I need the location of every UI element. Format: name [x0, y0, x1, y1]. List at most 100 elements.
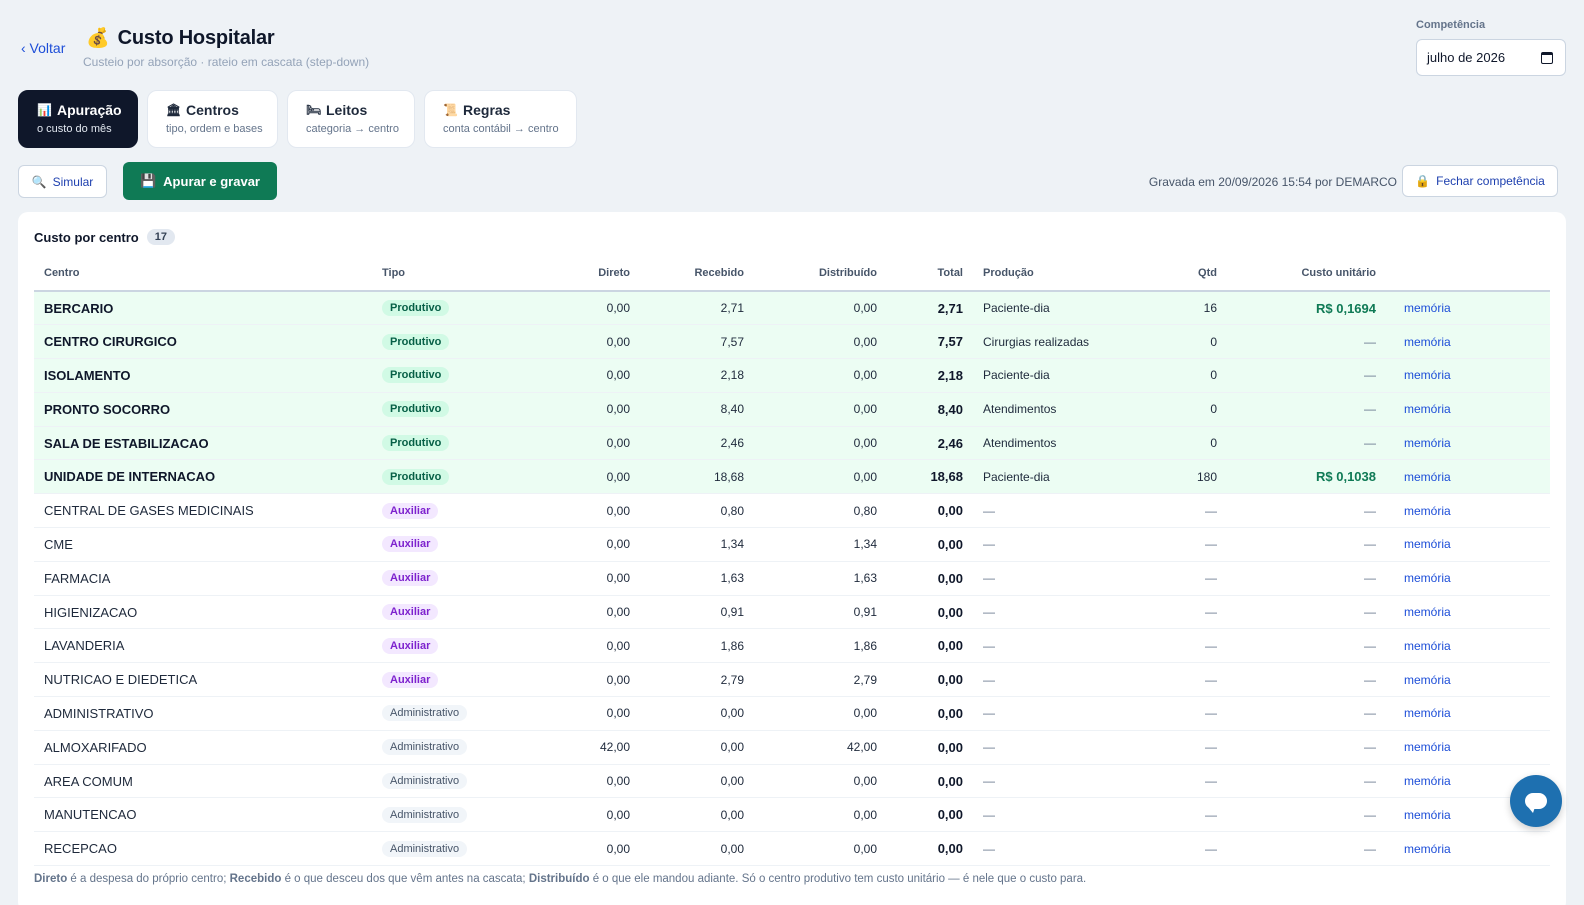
- table-row: HIGIENIZACAO Auxiliar 0,00 0,91 0,91 0,00— — — m…: [34, 595, 1550, 630]
- bar-chart-icon: 📊: [37, 103, 52, 117]
- total-cell: 0,00: [887, 561, 973, 596]
- tab-centros[interactable]: 🏛 Centros tipo, ordem e bases: [147, 90, 278, 148]
- footnote-text: é a despesa do próprio centro;: [67, 873, 230, 885]
- tipo-cell: Administrativo: [372, 764, 502, 799]
- lock-icon: 🔒: [1415, 174, 1431, 188]
- qtd-cell: —: [1143, 527, 1227, 562]
- producao-cell: Paciente-dia: [973, 291, 1143, 326]
- direto-cell: 0,00: [502, 493, 640, 529]
- col-memoria: [1386, 255, 1550, 292]
- col-distribuido[interactable]: Distribuído: [754, 255, 887, 292]
- producao-cell: —: [973, 831, 1143, 867]
- producao-cell: Paciente-dia: [973, 459, 1143, 495]
- qtd-cell: —: [1143, 730, 1227, 765]
- distribuido-cell: 42,00: [754, 730, 887, 765]
- chat-button[interactable]: [1510, 775, 1562, 827]
- col-qtd[interactable]: Qtd: [1143, 255, 1227, 292]
- memoria-link[interactable]: memória: [1404, 436, 1451, 451]
- memoria-cell: memória: [1386, 628, 1550, 664]
- memoria-link[interactable]: memória: [1404, 841, 1451, 856]
- tab-leitos[interactable]: 🛏 Leitos categoria → centro: [287, 90, 415, 148]
- qtd-cell: —: [1143, 831, 1227, 867]
- total-cell: 7,57: [887, 324, 973, 360]
- centro-cell: SALA DE ESTABILIZACAO: [34, 426, 372, 461]
- title-wrap: 💰 Custo Hospitalar: [86, 27, 275, 50]
- col-custo-unitario[interactable]: Custo unitário: [1227, 255, 1386, 292]
- col-direto[interactable]: Direto: [502, 255, 640, 292]
- tab-regras[interactable]: 📜 Regras conta contábil → centro: [424, 90, 577, 148]
- simular-button[interactable]: 🔍 Simular: [18, 165, 107, 198]
- tab-label: Leitos: [326, 102, 368, 118]
- memoria-link[interactable]: memória: [1404, 571, 1451, 586]
- tipo-cell: Produtivo: [372, 291, 502, 326]
- memoria-link[interactable]: memória: [1404, 402, 1451, 417]
- qtd-cell: 0: [1143, 426, 1227, 461]
- tab-sub: conta contábil → centro: [443, 123, 559, 135]
- competencia-month-input[interactable]: julho de 2026: [1416, 39, 1566, 76]
- memoria-link[interactable]: memória: [1404, 605, 1451, 620]
- memoria-link[interactable]: memória: [1404, 469, 1451, 484]
- memoria-link[interactable]: memória: [1404, 774, 1451, 789]
- memoria-link[interactable]: memória: [1404, 334, 1451, 349]
- tipo-badge: Produtivo: [382, 333, 450, 350]
- total-cell: 0,00: [887, 730, 973, 765]
- chat-bubble-icon: [1525, 793, 1547, 813]
- tab-label: Centros: [186, 102, 239, 118]
- tab-label: Apuração: [57, 102, 122, 118]
- competencia-value: julho de 2026: [1427, 50, 1506, 65]
- centro-cell: BERCARIO: [34, 291, 372, 326]
- direto-cell: 0,00: [502, 696, 640, 731]
- tipo-badge: Produtivo: [382, 435, 450, 452]
- search-icon: 🔍: [31, 174, 47, 189]
- col-centro[interactable]: Centro: [34, 255, 372, 292]
- memoria-link[interactable]: memória: [1404, 740, 1451, 755]
- table-row: LAVANDERIA Auxiliar 0,00 1,86 1,86 0,00— — — mem…: [34, 628, 1550, 664]
- fechar-label: Fechar competência: [1436, 174, 1545, 188]
- fechar-competencia-button[interactable]: 🔒 Fechar competência: [1402, 165, 1558, 197]
- qtd-cell: 0: [1143, 392, 1227, 427]
- centro-cell: NUTRICAO E DIEDETICA: [34, 662, 372, 698]
- centro-cell: ALMOXARIFADO: [34, 730, 372, 765]
- table-row: FARMACIA Auxiliar 0,00 1,63 1,63 0,00— — — memór…: [34, 561, 1550, 596]
- producao-cell: Paciente-dia: [973, 358, 1143, 393]
- recebido-cell: 1,34: [640, 527, 754, 562]
- custo-unitario-cell: —: [1227, 730, 1386, 765]
- recebido-cell: 1,63: [640, 561, 754, 596]
- distribuido-cell: 0,00: [754, 459, 887, 495]
- memoria-link[interactable]: memória: [1404, 537, 1451, 552]
- back-link[interactable]: ‹ Voltar: [21, 40, 66, 56]
- centro-cell: HIGIENIZACAO: [34, 595, 372, 630]
- total-cell: 0,00: [887, 831, 973, 867]
- memoria-link[interactable]: memória: [1404, 672, 1451, 687]
- tab-apuracao[interactable]: 📊 Apuração o custo do mês: [18, 90, 138, 148]
- tipo-cell: Administrativo: [372, 831, 502, 867]
- col-producao[interactable]: Produção: [973, 255, 1143, 292]
- memoria-link[interactable]: memória: [1404, 301, 1451, 316]
- memoria-cell: memória: [1386, 696, 1550, 731]
- count-badge: 17: [146, 229, 175, 245]
- memoria-link[interactable]: memória: [1404, 503, 1451, 518]
- recebido-cell: 0,00: [640, 764, 754, 799]
- memoria-link[interactable]: memória: [1404, 807, 1451, 822]
- tipo-cell: Produtivo: [372, 358, 502, 393]
- custo-unitario-cell: —: [1227, 527, 1386, 562]
- apurar-gravar-button[interactable]: 💾 Apurar e gravar: [123, 162, 277, 200]
- calendar-icon[interactable]: [1541, 51, 1553, 64]
- table-row: RECEPCAO Administrativo 0,00 0,00 0,00 0,00— —…: [34, 831, 1550, 867]
- custo-unitario-cell: —: [1227, 662, 1386, 698]
- total-cell: 18,68: [887, 459, 973, 495]
- recebido-cell: 7,57: [640, 324, 754, 360]
- col-tipo[interactable]: Tipo: [372, 255, 502, 292]
- qtd-cell: —: [1143, 595, 1227, 630]
- col-total[interactable]: Total: [887, 255, 973, 292]
- producao-cell: Atendimentos: [973, 426, 1143, 461]
- col-recebido[interactable]: Recebido: [640, 255, 754, 292]
- saved-info: Gravada em 20/09/2026 15:54 por DEMARCO: [1148, 175, 1397, 189]
- memoria-link[interactable]: memória: [1404, 368, 1451, 383]
- memoria-link[interactable]: memória: [1404, 638, 1451, 653]
- direto-cell: 0,00: [502, 831, 640, 867]
- memoria-link[interactable]: memória: [1404, 706, 1451, 721]
- total-cell: 2,46: [887, 426, 973, 461]
- money-bag-icon: 💰: [86, 27, 110, 49]
- table-row: BERCARIO Produtivo 0,00 2,71 0,00 2,71 Pacient…: [34, 291, 1550, 326]
